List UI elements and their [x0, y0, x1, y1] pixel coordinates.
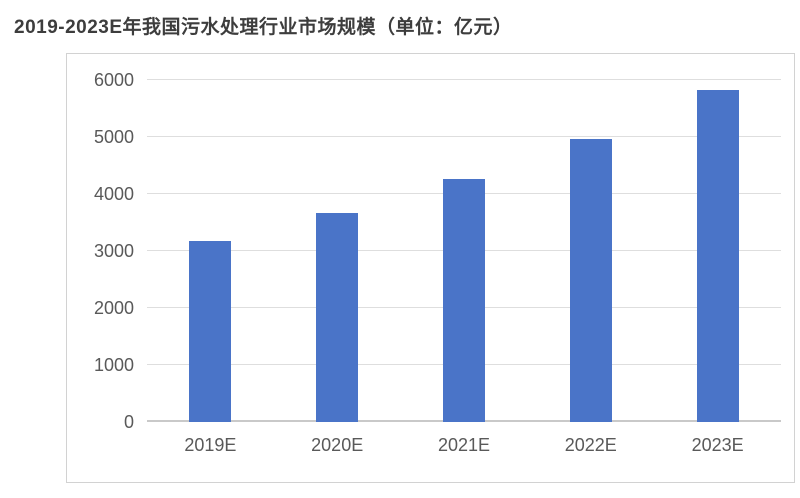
y-tick-label-0: 0 — [123, 412, 134, 432]
gridline-6000 — [147, 79, 781, 80]
x-tick-label-2020E: 2020E — [311, 435, 364, 455]
plot-area: 0 1000 2000 3000 4000 5000 6000 2019E 2020E 2021E… — [94, 71, 781, 454]
gridline-5000 — [147, 136, 781, 137]
y-tick-label-5000: 5000 — [93, 127, 134, 147]
bar-2023E — [696, 90, 739, 422]
x-tick-label-2019E: 2019E — [184, 435, 237, 455]
bar-2022E — [569, 139, 612, 422]
chart-title: 2019-2023E年我国污水处理行业市场规模（单位：亿元） — [14, 17, 513, 38]
y-tick-label-6000: 6000 — [93, 70, 134, 90]
x-tick-label-2021E: 2021E — [437, 435, 491, 455]
x-tick-label-2023E: 2023E — [691, 435, 744, 455]
bar-2021E — [443, 178, 485, 422]
y-tick-label-1000: 1000 — [93, 355, 134, 375]
x-tick-label-2022E: 2022E — [564, 435, 617, 455]
y-tick-label-2000: 2000 — [93, 298, 134, 318]
bar-2020E — [316, 212, 359, 422]
y-tick-label-3000: 3000 — [93, 241, 134, 261]
bar-2019E — [189, 241, 232, 422]
y-tick-label-4000: 4000 — [93, 184, 134, 204]
chart-frame: 0 1000 2000 3000 4000 5000 6000 2019E 2020E 2021E… — [66, 53, 795, 483]
